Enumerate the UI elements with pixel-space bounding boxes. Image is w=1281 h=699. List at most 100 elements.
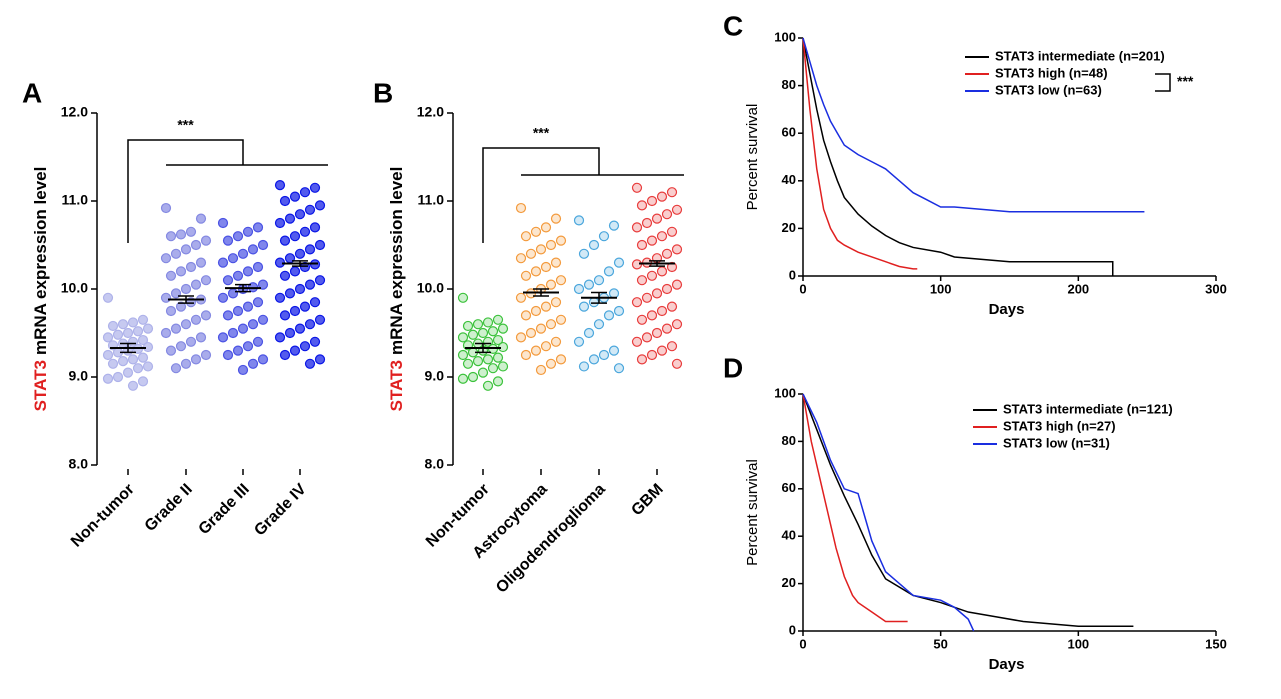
data-point [195, 332, 207, 343]
survival-curve [802, 37, 918, 270]
data-point [299, 187, 311, 198]
data-point [122, 367, 134, 378]
y-tick-label: 11.0 [418, 192, 445, 208]
legend-label: STAT3 low (n=31) [1003, 435, 1110, 450]
x-tick-label: 0 [799, 281, 806, 296]
data-point [309, 182, 321, 193]
data-point [175, 229, 187, 240]
data-point [573, 336, 585, 347]
panel-label: A [22, 77, 42, 108]
data-point [641, 332, 653, 343]
data-point [237, 323, 249, 334]
data-point [252, 222, 264, 233]
x-tick-label: 0 [799, 636, 806, 651]
survival-curve [802, 393, 908, 623]
data-point [299, 341, 311, 352]
data-point [117, 356, 129, 367]
y-axis-label: STAT3 mRNA expression level [387, 167, 406, 412]
data-point [472, 319, 484, 330]
legend-label: STAT3 high (n=27) [1003, 418, 1116, 433]
data-point [237, 248, 249, 259]
data-point [487, 363, 499, 374]
data-point [593, 319, 605, 330]
data-point [636, 354, 648, 365]
data-point [457, 292, 469, 303]
data-point [482, 354, 494, 365]
data-point [608, 345, 620, 356]
data-point [603, 266, 615, 277]
x-tick-label: Grade II [142, 481, 196, 535]
data-point [578, 248, 590, 259]
data-point [588, 297, 600, 308]
significance-bracket [127, 139, 328, 243]
data-point [593, 275, 605, 286]
data-point [535, 323, 547, 334]
data-point [573, 283, 585, 295]
data-point [555, 354, 567, 365]
data-point [165, 231, 177, 242]
data-point [477, 367, 489, 378]
y-tick-label: 20 [782, 575, 796, 590]
x-tick-label: 50 [933, 636, 947, 651]
data-point [284, 288, 296, 299]
data-point [457, 332, 469, 343]
data-point [195, 213, 207, 224]
data-point [284, 213, 296, 224]
data-point [237, 364, 249, 376]
data-point [132, 363, 144, 374]
data-point [294, 248, 306, 259]
data-point [613, 363, 625, 374]
data-point [520, 349, 532, 361]
data-point [646, 310, 658, 321]
data-point [666, 226, 678, 237]
data-point [462, 358, 474, 369]
data-point [137, 314, 149, 325]
data-point [520, 310, 532, 321]
data-point [185, 261, 197, 273]
data-point [457, 349, 469, 361]
data-point [515, 253, 527, 264]
data-point [578, 301, 590, 312]
data-point [540, 341, 552, 352]
y-tick-label: 100 [774, 385, 796, 400]
data-point [588, 354, 600, 365]
data-point [200, 235, 212, 246]
legend-label: STAT3 intermediate (n=201) [995, 48, 1165, 63]
data-point [656, 345, 668, 356]
y-tick-label: 8.0 [69, 456, 89, 472]
data-point [641, 292, 653, 303]
data-point [289, 191, 301, 202]
data-point [102, 292, 114, 303]
data-point [289, 266, 301, 277]
data-point [279, 349, 291, 361]
data-point [175, 266, 187, 277]
data-point [165, 270, 177, 281]
data-point [631, 182, 643, 193]
data-point [661, 209, 673, 220]
data-point [274, 332, 286, 343]
significance-label: *** [177, 117, 194, 133]
significance-bracket [482, 147, 684, 243]
data-point [274, 217, 286, 229]
error-bar [533, 288, 549, 297]
data-point [252, 261, 264, 273]
data-point [170, 363, 182, 374]
data-point [314, 314, 326, 325]
data-point [578, 361, 590, 372]
error-bar [120, 342, 136, 354]
data-point [279, 195, 291, 207]
data-point [492, 376, 504, 387]
x-tick-label: Non-tumor [68, 481, 138, 551]
data-point [232, 231, 244, 242]
data-point [227, 327, 239, 339]
x-axis-label: Days [989, 656, 1025, 673]
data-point [613, 257, 625, 268]
y-tick-label: 20 [782, 220, 796, 235]
data-point [525, 327, 537, 339]
data-point [666, 301, 678, 312]
data-point [190, 239, 202, 251]
data-point [127, 317, 139, 328]
data-point [608, 288, 620, 299]
data-point [200, 349, 212, 361]
